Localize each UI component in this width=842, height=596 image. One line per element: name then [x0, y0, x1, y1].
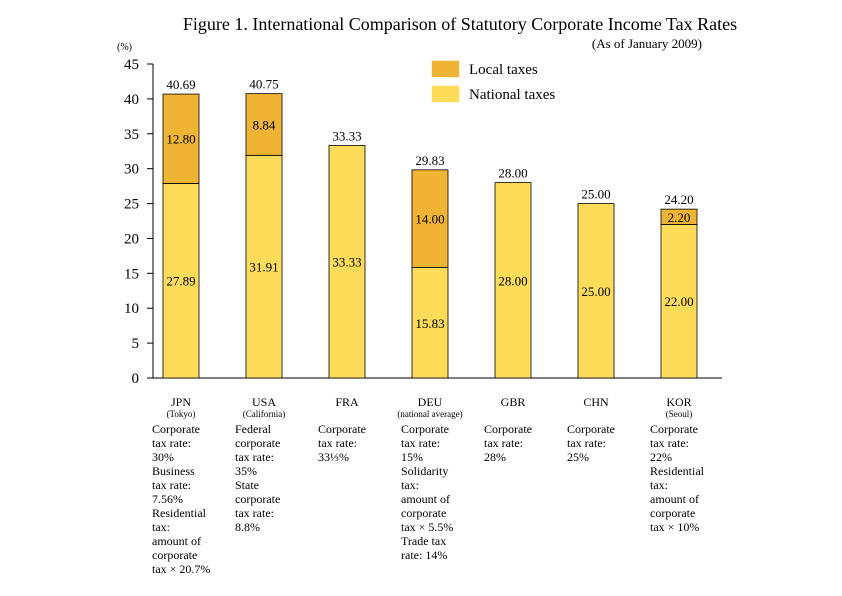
x-category-spacer: [567, 409, 636, 420]
bar-total-usa: 40.75: [249, 77, 278, 92]
bar-label-local-usa: 8.84: [253, 117, 276, 132]
bar-national-kor: [660, 224, 698, 379]
tax-rate-note: Corporate tax rate: 30% Business tax rat…: [152, 422, 211, 576]
bar-local-kor: [660, 208, 698, 225]
y-tick-label: 45: [124, 57, 139, 73]
tax-rate-note: Corporate tax rate: 33⅓%: [318, 422, 366, 464]
bar-total-kor: 24.20: [664, 192, 693, 207]
bar-local-jpn: [162, 93, 200, 184]
x-category-sublabel: (California): [242, 409, 286, 419]
bar-label-national-gbr: 28.00: [498, 273, 527, 288]
tax-rate-note: Corporate tax rate: 22% Residential tax:…: [650, 422, 704, 534]
x-category-label: KOR: [666, 395, 692, 409]
x-category-spacer: [318, 409, 387, 420]
bar-label-national-kor: 22.00: [664, 294, 693, 309]
category-column-jpn: JPN (Tokyo) Corporate tax rate: 30% Busine…: [152, 395, 221, 576]
bar-total-gbr: 28.00: [498, 166, 527, 181]
bar-national-fra: [328, 145, 366, 379]
category-column-gbr: GBR Corporate tax rate: 28%: [484, 395, 553, 464]
tax-rate-note: Corporate tax rate: 15% Solidarity tax: …: [401, 422, 454, 562]
x-category-label: JPN: [170, 395, 191, 409]
bar-national-chn: [577, 203, 615, 379]
y-tick-label: 15: [124, 266, 139, 282]
x-category-sublabel: (national average): [397, 409, 463, 419]
bar-label-local-deu: 14.00: [415, 212, 444, 227]
tax-rate-note: Corporate tax rate: 25%: [567, 422, 615, 464]
bar-label-local-jpn: 12.80: [166, 132, 195, 147]
bar-label-national-deu: 15.83: [415, 316, 444, 331]
x-category-sublabel: (Tokyo): [166, 409, 196, 419]
bar-label-local-kor: 2.20: [668, 210, 691, 225]
category-column-chn: CHN Corporate tax rate: 25%: [567, 395, 636, 464]
legend-swatch-national: [431, 85, 460, 103]
legend: Local taxes National taxes: [431, 60, 555, 103]
x-category-label: GBR: [500, 395, 526, 409]
x-category-label: USA: [251, 395, 276, 409]
y-tick-label: 5: [132, 336, 140, 352]
y-tick-label: 25: [124, 197, 139, 213]
x-category-spacer: [484, 409, 553, 420]
bar-label-national-fra: 33.33: [332, 255, 361, 270]
category-column-deu: DEU (national average) Corporate tax rate:…: [397, 395, 470, 562]
legend-swatch-local: [431, 60, 460, 78]
chart-subtitle: (As of January 2009): [591, 36, 702, 51]
legend-label-national: National taxes: [469, 87, 555, 103]
bar-label-national-usa: 31.91: [249, 260, 278, 275]
bar-national-gbr: [494, 182, 532, 379]
y-tick-label: 35: [124, 127, 139, 143]
legend-label-local: Local taxes: [469, 62, 538, 78]
tax-rate-note: Federal corporate tax rate: 35% State co…: [235, 422, 281, 534]
category-column-fra: FRA Corporate tax rate: 33⅓%: [318, 395, 387, 464]
bars: 12.80 27.89 40.69 8.84 31.91 40.75 33.33 33.33 1…: [162, 77, 698, 379]
bar-total-fra: 33.33: [332, 128, 361, 143]
bar-total-chn: 25.00: [581, 187, 610, 202]
bar-national-deu: [411, 267, 449, 379]
y-tick-label: 30: [124, 162, 139, 178]
y-tick-label: 40: [124, 92, 139, 108]
bar-total-jpn: 40.69: [166, 77, 195, 92]
y-tick-label: 10: [124, 301, 139, 317]
tax-rate-note: Corporate tax rate: 28%: [484, 422, 532, 464]
bar-label-national-jpn: 27.89: [166, 274, 195, 289]
category-column-kor: KOR (Seoul) Corporate tax rate: 22% Reside…: [650, 395, 719, 534]
bar-national-usa: [245, 154, 283, 379]
x-category-label: CHN: [583, 395, 609, 409]
bar-total-deu: 29.83: [415, 153, 444, 168]
bar-local-deu: [411, 169, 449, 268]
x-category-label: DEU: [417, 395, 443, 409]
y-axis-unit: (%): [117, 42, 132, 53]
y-tick-label: 20: [124, 231, 139, 247]
bar-label-national-chn: 25.00: [581, 284, 610, 299]
bar-local-usa: [245, 93, 283, 156]
x-category-label: FRA: [335, 395, 359, 409]
x-category-sublabel: (Seoul): [665, 409, 693, 419]
category-column-usa: USA (California) Federal corporate tax rat…: [235, 395, 304, 534]
chart-title: Figure 1. International Comparison of St…: [182, 14, 738, 34]
y-tick-label: 0: [132, 371, 140, 387]
